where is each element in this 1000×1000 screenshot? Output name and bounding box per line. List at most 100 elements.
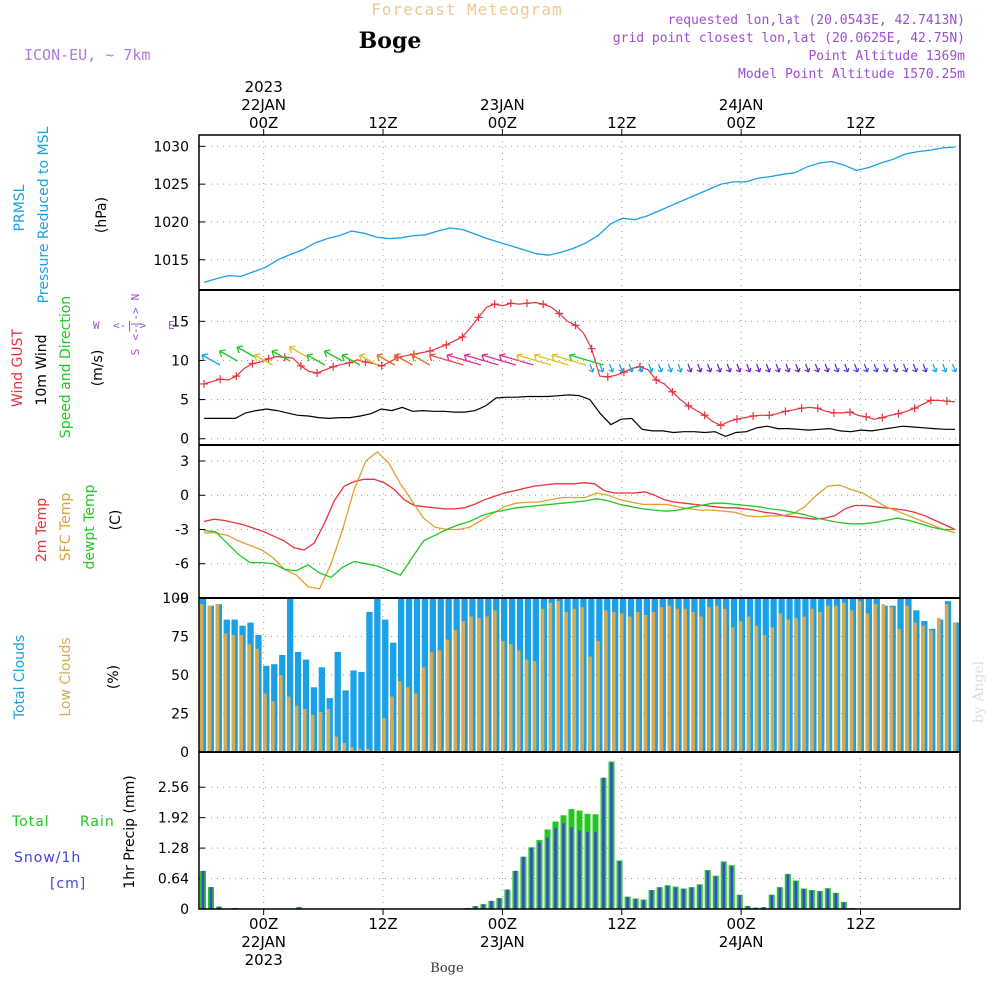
- snow-bar: [530, 848, 533, 909]
- gust-marker: [749, 412, 758, 421]
- gust-marker: [878, 413, 887, 422]
- low-cloud-bar: [651, 611, 656, 752]
- gust-line: [203, 301, 956, 427]
- y-tick-label: 15: [171, 314, 189, 330]
- low-cloud-bar: [627, 616, 632, 752]
- gust-marker: [490, 300, 499, 309]
- low-cloud-bar: [239, 635, 243, 752]
- wind-arrow: [774, 363, 781, 373]
- gust-marker: [894, 409, 903, 418]
- compass-ns-arrows: <-|->: [129, 307, 142, 340]
- snow-bar: [554, 828, 557, 909]
- low-cloud-bar: [485, 616, 489, 752]
- gust-marker: [426, 347, 435, 356]
- gust-marker: [329, 362, 338, 371]
- gust-marker: [684, 401, 693, 410]
- compass-we-arrows: <-|->: [113, 319, 146, 332]
- low-clouds-label: Low Clouds: [58, 637, 74, 716]
- gust-marker: [619, 368, 628, 377]
- wind-arrow: [716, 363, 722, 373]
- location-title: Boge: [359, 28, 422, 54]
- wind-arrow: [804, 363, 811, 373]
- wind-arrow: [833, 363, 840, 373]
- wind-arrow: [568, 353, 604, 366]
- low-cloud-bar: [588, 656, 592, 752]
- wind-arrow: [706, 363, 713, 373]
- time-label-top: 23JAN: [480, 96, 525, 114]
- wind-arrow: [551, 353, 587, 366]
- gust-marker: [942, 397, 951, 406]
- low-cloud-bar: [437, 650, 442, 752]
- gust-marker: [716, 421, 725, 430]
- time-label-bottom: 00Z: [249, 915, 278, 933]
- snow-bar: [594, 831, 597, 909]
- wind-arrow: [393, 353, 413, 366]
- total-cloud-bar: [405, 598, 413, 752]
- low-cloud-bar: [461, 621, 465, 752]
- low-cloud-bar: [263, 693, 267, 752]
- low-cloud-bar: [326, 708, 331, 752]
- low-cloud-bar: [405, 687, 410, 752]
- wind-arrow: [463, 353, 499, 366]
- compass-n: N: [129, 294, 142, 301]
- wind-arrow: [941, 363, 948, 373]
- low-cloud-bar: [770, 627, 775, 752]
- y-tick-label: 75: [171, 630, 189, 646]
- snow-bar: [714, 876, 717, 909]
- wind-arrow: [853, 363, 860, 373]
- low-cloud-bar: [818, 611, 822, 752]
- low-cloud-bar: [294, 705, 299, 752]
- credit-watermark: by Angel: [971, 660, 987, 723]
- gust-label: Wind GUST: [10, 328, 26, 407]
- snow-bar: [746, 906, 749, 909]
- y-tick-label: 0.64: [158, 872, 189, 888]
- snow-bar: [634, 899, 637, 909]
- wind-arrow: [533, 353, 569, 366]
- low-cloud-bar: [429, 651, 434, 752]
- gust-marker: [846, 408, 855, 417]
- low-cloud-bar: [524, 659, 529, 752]
- low-cloud-bar: [865, 613, 870, 752]
- snow-bar: [562, 823, 565, 909]
- low-cloud-bar: [873, 604, 878, 752]
- grid-point-coords: grid point closest lon,lat (20.0625E, 42…: [613, 31, 965, 46]
- snow-bar: [666, 886, 669, 909]
- time-label-bottom: 23JAN: [480, 933, 525, 951]
- wind-arrow: [823, 363, 830, 373]
- gust-marker: [765, 411, 774, 420]
- low-cloud-bar: [255, 648, 259, 752]
- low-cloud-bar: [826, 605, 830, 752]
- time-label-top: 24JAN: [719, 96, 764, 114]
- wind-line: [204, 394, 955, 438]
- gust-marker: [926, 396, 935, 405]
- total-clouds-label: Total Clouds: [12, 635, 28, 720]
- low-cloud-bar: [302, 708, 307, 752]
- wind-arrow: [271, 349, 291, 362]
- dewpt-label: dewpt Temp: [82, 484, 98, 569]
- low-cloud-bar: [881, 604, 886, 752]
- gust-marker: [603, 372, 612, 381]
- low-cloud-bar: [810, 608, 814, 752]
- low-cloud-bar: [556, 601, 561, 752]
- snow-bar: [786, 874, 789, 909]
- total-rain-rain-label: Rain: [80, 814, 115, 830]
- y-tick-label: 100: [162, 591, 189, 607]
- time-label-bottom: 22JAN: [241, 933, 286, 951]
- snow-bar: [778, 887, 781, 909]
- snow-label: Snow/1h: [14, 850, 81, 866]
- low-cloud-bar: [532, 661, 537, 752]
- low-cloud-bar: [754, 625, 759, 752]
- low-cloud-bar: [516, 650, 521, 752]
- compass-e: E: [168, 319, 175, 332]
- low-cloud-bar: [723, 608, 727, 752]
- gust-marker: [813, 404, 822, 413]
- gust-marker: [652, 376, 661, 385]
- wind-arrow: [306, 353, 326, 366]
- low-cloud-bar: [929, 630, 933, 752]
- snow-bar: [514, 870, 517, 909]
- wind-arrow: [667, 363, 673, 373]
- snow-bar: [522, 856, 525, 909]
- gust-marker: [910, 404, 919, 413]
- pressure-unit: (hPa): [94, 197, 110, 233]
